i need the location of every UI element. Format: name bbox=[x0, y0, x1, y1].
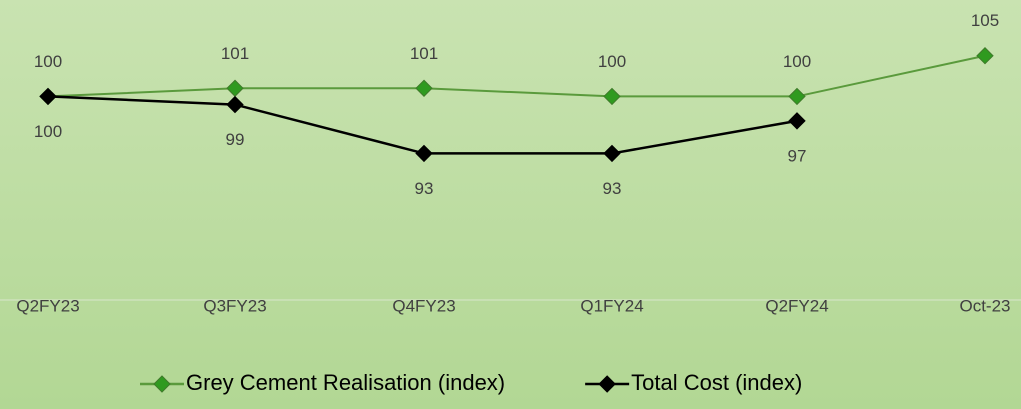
data-label: 99 bbox=[226, 130, 245, 149]
data-label: 100 bbox=[783, 52, 811, 71]
point-marker bbox=[603, 144, 621, 163]
point-marker bbox=[603, 87, 621, 106]
x-tick-label: Q2FY23 bbox=[16, 296, 79, 315]
data-label: 105 bbox=[971, 11, 999, 30]
x-tick-label: Q1FY24 bbox=[580, 296, 643, 315]
legend-marker bbox=[153, 375, 171, 393]
point-marker bbox=[226, 95, 244, 114]
data-label: 97 bbox=[788, 146, 807, 165]
data-label: 101 bbox=[410, 44, 438, 63]
point-marker bbox=[788, 87, 806, 106]
point-marker bbox=[788, 112, 806, 130]
legend-label: Grey Cement Realisation (index) bbox=[186, 370, 505, 395]
x-tick-label: Q4FY23 bbox=[392, 296, 455, 315]
series-line bbox=[47, 54, 986, 98]
point-marker bbox=[976, 47, 994, 65]
data-label: 101 bbox=[221, 44, 249, 63]
data-label: 93 bbox=[415, 179, 434, 198]
x-tick-label: Q2FY24 bbox=[765, 296, 828, 315]
x-tick-label: Oct-23 bbox=[959, 296, 1010, 315]
data-label: 100 bbox=[34, 122, 62, 141]
data-label: 100 bbox=[34, 52, 62, 71]
point-marker bbox=[39, 87, 57, 106]
legend-marker bbox=[598, 375, 616, 393]
data-label: 100 bbox=[598, 52, 626, 71]
legend-label: Total Cost (index) bbox=[631, 370, 802, 395]
point-marker bbox=[415, 144, 433, 163]
x-tick-label: Q3FY23 bbox=[203, 296, 266, 315]
point-marker bbox=[415, 79, 433, 97]
legend: Grey Cement Realisation (index) Total Cos… bbox=[140, 370, 802, 395]
data-label: 93 bbox=[603, 179, 622, 198]
